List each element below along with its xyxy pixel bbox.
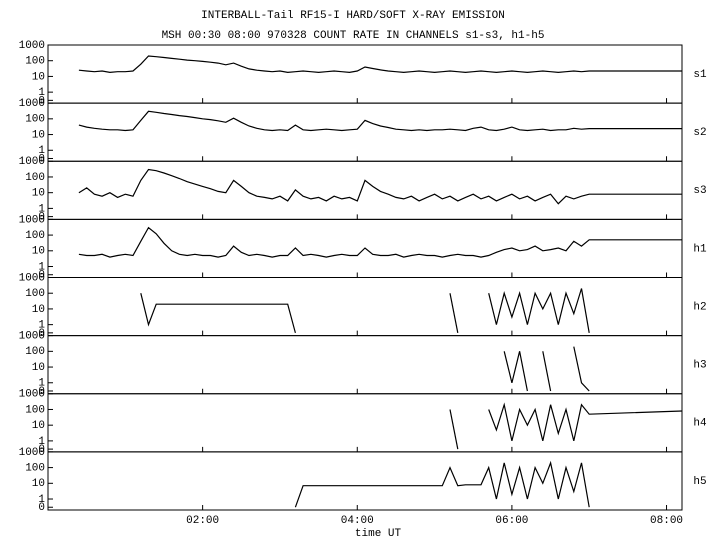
panel-frame bbox=[47, 44, 683, 104]
chart-subtitle: MSH 00:30 08:00 970328 COUNT RATE IN CHA… bbox=[162, 30, 545, 42]
y-tick-label: 10 bbox=[32, 188, 45, 200]
series-label: h4 bbox=[693, 418, 707, 430]
y-tick-label: 100 bbox=[25, 288, 45, 300]
panel-frame bbox=[47, 393, 683, 453]
y-tick-label: 1000 bbox=[19, 331, 45, 343]
y-tick-label: 1000 bbox=[19, 272, 45, 284]
y-tick-label: 100 bbox=[25, 114, 45, 126]
x-axis-label: time UT bbox=[355, 528, 402, 540]
y-tick-label: 1 bbox=[38, 494, 45, 506]
data-line bbox=[503, 351, 528, 392]
y-tick-label: 1 bbox=[38, 87, 45, 99]
y-tick-label: 10 bbox=[32, 478, 45, 490]
data-line bbox=[294, 460, 590, 508]
panel-frame bbox=[47, 277, 683, 337]
y-tick-label: 10 bbox=[32, 420, 45, 432]
data-line bbox=[449, 293, 459, 334]
y-tick-label: 0 bbox=[38, 328, 45, 340]
y-tick-label: 0 bbox=[38, 153, 45, 165]
y-tick-label: 10 bbox=[32, 129, 45, 141]
panel-frame bbox=[47, 451, 683, 511]
y-tick-label: 1000 bbox=[19, 156, 45, 168]
y-tick-label: 100 bbox=[25, 462, 45, 474]
y-tick-label: 1 bbox=[38, 203, 45, 215]
data-line bbox=[488, 402, 683, 442]
y-tick-label: 100 bbox=[25, 230, 45, 242]
y-tick-label: 100 bbox=[25, 56, 45, 68]
y-tick-label: 1 bbox=[38, 436, 45, 448]
y-tick-label: 10 bbox=[32, 246, 45, 258]
y-tick-label: 1000 bbox=[19, 447, 45, 459]
data-line bbox=[449, 409, 459, 450]
y-tick-label: 0 bbox=[38, 212, 45, 224]
y-tick-label: 1 bbox=[38, 378, 45, 390]
series-label: s1 bbox=[693, 69, 707, 81]
y-tick-label: 100 bbox=[25, 172, 45, 184]
series-label: h5 bbox=[693, 476, 706, 488]
series-label: s3 bbox=[693, 185, 706, 197]
y-tick-label: 100 bbox=[25, 404, 45, 416]
panel-frame bbox=[47, 335, 683, 395]
y-tick-label: 100 bbox=[25, 346, 45, 358]
data-line bbox=[542, 351, 552, 392]
data-line bbox=[78, 226, 682, 258]
series-label: h2 bbox=[693, 301, 706, 313]
y-tick-label: 1 bbox=[38, 145, 45, 157]
y-tick-label: 1000 bbox=[19, 40, 45, 52]
x-tick-label: 08:00 bbox=[650, 515, 683, 527]
y-tick-label: 0 bbox=[38, 95, 45, 107]
y-tick-label: 1000 bbox=[19, 389, 45, 401]
y-tick-label: 1 bbox=[38, 261, 45, 273]
y-tick-label: 10 bbox=[32, 304, 45, 316]
y-tick-label: 1000 bbox=[19, 98, 45, 110]
series-label: s2 bbox=[693, 127, 706, 139]
series-label: h3 bbox=[693, 360, 706, 372]
x-tick-label: 02:00 bbox=[186, 515, 219, 527]
chart-title: INTERBALL-Tail RF15-I HARD/SOFT X-RAY EM… bbox=[201, 10, 505, 22]
y-tick-label: 0 bbox=[38, 502, 45, 514]
panel-frame bbox=[47, 160, 683, 220]
y-tick-label: 1 bbox=[38, 320, 45, 332]
y-tick-label: 0 bbox=[38, 444, 45, 456]
y-tick-label: 10 bbox=[32, 362, 45, 374]
panel-frame bbox=[47, 102, 683, 162]
data-line bbox=[78, 110, 682, 132]
y-tick-label: 0 bbox=[38, 386, 45, 398]
x-tick-label: 06:00 bbox=[495, 515, 528, 527]
series-label: h1 bbox=[693, 243, 707, 255]
data-line bbox=[78, 168, 682, 205]
y-tick-label: 0 bbox=[38, 270, 45, 282]
data-line bbox=[573, 346, 590, 392]
y-tick-label: 10 bbox=[32, 71, 45, 83]
y-tick-label: 1000 bbox=[19, 214, 45, 226]
data-line bbox=[78, 55, 682, 74]
data-line bbox=[488, 288, 590, 334]
data-line bbox=[140, 293, 296, 334]
x-tick-label: 04:00 bbox=[341, 515, 374, 527]
